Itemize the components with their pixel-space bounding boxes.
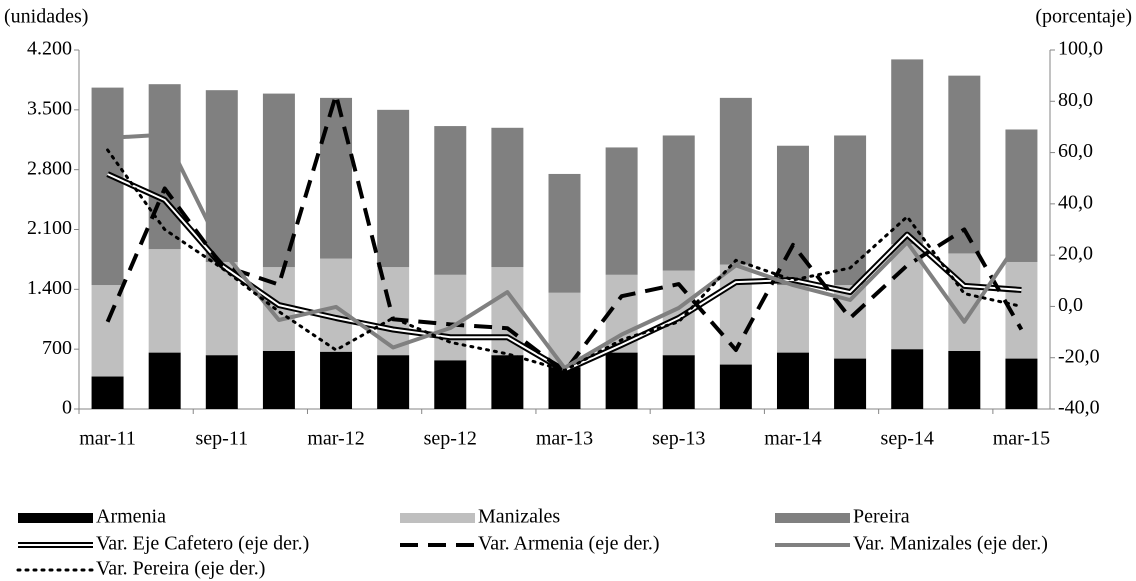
legend-label: Var. Manizales (eje der.) xyxy=(853,533,1048,555)
y2-axis-label: (porcentaje) xyxy=(1035,6,1132,28)
x-tick-label: mar-15 xyxy=(993,428,1050,450)
y2-tick-label: -20,0 xyxy=(1058,345,1100,367)
bar xyxy=(1005,358,1038,409)
legend-swatch xyxy=(775,513,850,523)
bar xyxy=(91,285,124,377)
legend-swatch xyxy=(18,513,93,523)
bar xyxy=(891,349,924,409)
bar xyxy=(719,364,752,409)
y2-tick-label: 60,0 xyxy=(1058,140,1093,162)
bar xyxy=(548,173,581,293)
x-tick-label: mar-11 xyxy=(79,428,136,450)
bar xyxy=(262,350,295,409)
y-tick-label: 2.800 xyxy=(27,157,72,179)
y2-tick-label: 20,0 xyxy=(1058,243,1093,265)
y2-tick-label: 100,0 xyxy=(1058,38,1103,60)
bar xyxy=(719,97,752,265)
bar xyxy=(891,244,924,350)
bar xyxy=(377,109,410,268)
bar xyxy=(662,135,695,271)
bar xyxy=(91,376,124,409)
bar xyxy=(948,350,981,409)
bar xyxy=(320,351,353,409)
line xyxy=(105,92,1024,374)
x-tick-label: sep-11 xyxy=(196,428,249,450)
legend-label: Var. Eje Cafetero (eje der.) xyxy=(96,533,309,555)
legend-swatch xyxy=(400,513,475,523)
bar xyxy=(205,355,238,409)
y-tick-label: 3.500 xyxy=(27,97,72,119)
line xyxy=(107,132,1024,370)
bar xyxy=(834,135,867,286)
legend-label: Armenia xyxy=(96,506,166,528)
bar xyxy=(662,355,695,409)
bar xyxy=(434,274,467,361)
bar xyxy=(377,355,410,409)
y-tick-label: 2.100 xyxy=(27,217,72,239)
bar xyxy=(776,352,809,409)
bar xyxy=(205,261,238,356)
y-axis-label: (unidades) xyxy=(4,6,88,28)
bar xyxy=(834,358,867,409)
bar xyxy=(148,84,181,250)
x-tick-label: mar-13 xyxy=(536,428,593,450)
x-tick-label: mar-14 xyxy=(764,428,821,450)
y-tick-label: 700 xyxy=(42,337,72,359)
bar xyxy=(491,355,524,409)
y2-tick-label: 80,0 xyxy=(1058,89,1093,111)
bar xyxy=(148,352,181,409)
y-tick-label: 4.200 xyxy=(27,38,72,60)
y-tick-label: 1.400 xyxy=(27,277,72,299)
legend-label: Var. Pereira (eje der.) xyxy=(96,558,265,580)
legend-label: Manizales xyxy=(478,506,560,528)
x-tick-label: sep-12 xyxy=(424,428,477,450)
y2-tick-label: 0,0 xyxy=(1058,294,1083,316)
line xyxy=(106,148,1023,372)
bar xyxy=(776,285,809,353)
y-tick-label: 0 xyxy=(62,397,72,419)
x-tick-label: sep-13 xyxy=(652,428,705,450)
x-tick-label: sep-14 xyxy=(881,428,934,450)
bar xyxy=(1005,129,1038,262)
bar xyxy=(205,90,238,262)
bar xyxy=(148,249,181,353)
bar xyxy=(776,145,809,286)
bar xyxy=(948,253,981,351)
bar xyxy=(320,97,353,259)
bar xyxy=(948,75,981,254)
y2-tick-label: -40,0 xyxy=(1058,397,1100,419)
legend-label: Pereira xyxy=(853,506,910,528)
bar xyxy=(434,360,467,409)
bar xyxy=(91,87,124,286)
bar xyxy=(262,93,295,268)
legend-label: Var. Armenia (eje der.) xyxy=(478,533,660,555)
bar xyxy=(491,127,524,268)
bar xyxy=(891,59,924,245)
bar xyxy=(548,367,581,409)
bar xyxy=(605,147,638,275)
x-tick-label: mar-12 xyxy=(307,428,364,450)
bar xyxy=(605,352,638,409)
bar xyxy=(434,126,467,275)
y2-tick-label: 40,0 xyxy=(1058,191,1093,213)
